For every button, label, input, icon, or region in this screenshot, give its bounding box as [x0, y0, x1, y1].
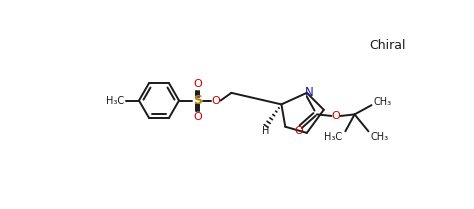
- Text: CH₃: CH₃: [371, 132, 389, 142]
- Text: O: O: [193, 79, 202, 89]
- Text: H₃C: H₃C: [324, 132, 342, 142]
- Text: O: O: [193, 112, 202, 122]
- Text: H₃C: H₃C: [106, 96, 124, 106]
- Text: O: O: [332, 111, 340, 121]
- Text: CH₃: CH₃: [374, 97, 392, 107]
- Text: O: O: [211, 96, 220, 106]
- Text: S: S: [193, 94, 202, 107]
- Text: H: H: [262, 126, 269, 136]
- Text: N: N: [305, 85, 313, 99]
- Text: O: O: [295, 126, 303, 136]
- Text: Chiral: Chiral: [369, 39, 406, 52]
